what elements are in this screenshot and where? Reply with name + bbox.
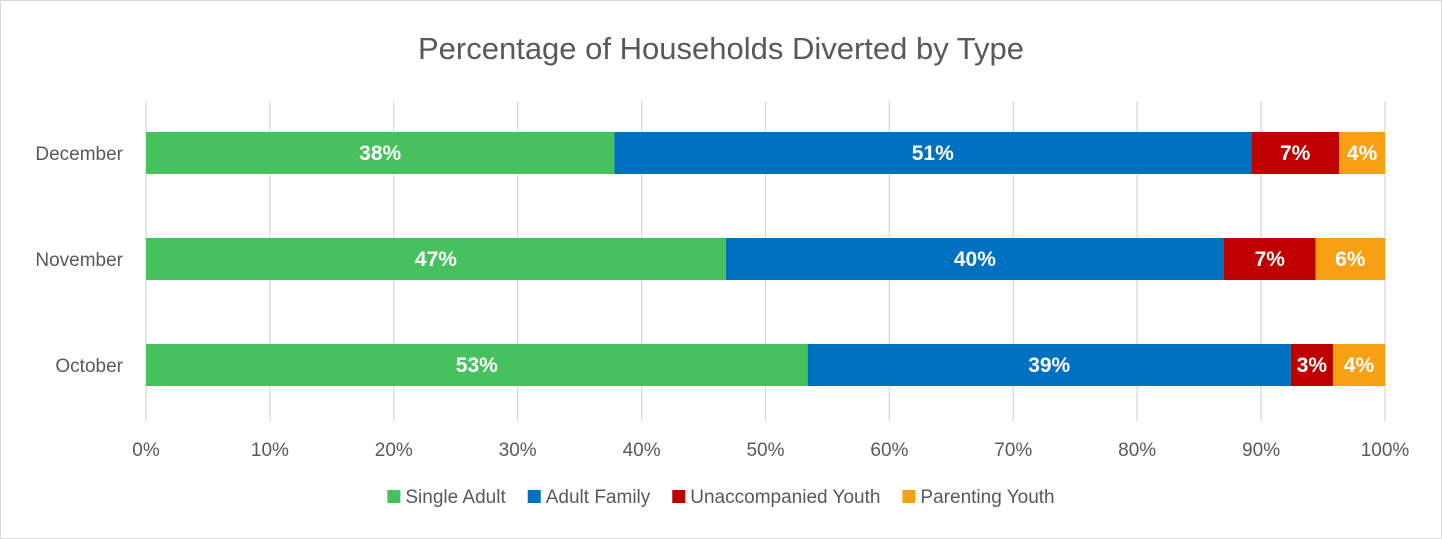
x-tick-label: 30%: [499, 440, 537, 461]
x-tick-label: 70%: [994, 440, 1032, 461]
legend-swatch: [902, 490, 916, 503]
x-tick-label: 10%: [251, 440, 289, 461]
bar-data-label: 47%: [415, 248, 457, 271]
category-label: October: [55, 356, 123, 377]
x-tick-label: 40%: [623, 440, 661, 461]
bar-segment: [146, 344, 808, 386]
legend-label: Unaccompanied Youth: [690, 487, 880, 508]
legend-swatch: [527, 490, 541, 503]
bar-segment: [1339, 132, 1385, 174]
bar-segment: [614, 132, 1252, 174]
bar-segment: [1251, 132, 1340, 174]
bar-segment: [807, 344, 1291, 386]
bar-data-label: 38%: [359, 142, 401, 165]
category-label: December: [35, 144, 123, 165]
x-tick-label: 20%: [375, 440, 413, 461]
bar-data-label: 4%: [1347, 142, 1378, 165]
data-labels: 38% 51% 7% 4% 47% 40% 7% 6% 53% 39% 3% 4%: [359, 142, 1377, 377]
bar-data-label: 39%: [1028, 354, 1070, 377]
bar-segment: [146, 132, 615, 174]
bar-segment: [1223, 238, 1316, 280]
legend-item: Parenting Youth: [902, 487, 1055, 508]
category-label: November: [35, 250, 123, 271]
category-axis: December November October: [35, 144, 123, 377]
bar-data-label: 7%: [1255, 248, 1286, 271]
x-tick-label: 80%: [1118, 440, 1156, 461]
value-axis: 0% 10% 20% 30% 40% 50% 60% 70% 80% 90% 100%: [132, 440, 1409, 461]
legend-item: Adult Family: [527, 487, 651, 508]
chart-title: Percentage of Households Diverted by Typ…: [418, 31, 1024, 66]
legend-swatch: [672, 490, 686, 503]
bar-segment: [1332, 344, 1385, 386]
bar-segment: [1315, 238, 1385, 280]
bar-data-label: 7%: [1280, 142, 1311, 165]
bar-segment: [146, 238, 726, 280]
bars: [146, 132, 1385, 386]
legend-label: Parenting Youth: [920, 487, 1054, 508]
legend-label: Single Adult: [405, 487, 506, 508]
bar-data-label: 4%: [1344, 354, 1375, 377]
bar-data-label: 6%: [1335, 248, 1366, 271]
x-tick-label: 0%: [132, 440, 160, 461]
bar-segment: [1290, 344, 1333, 386]
bar-data-label: 40%: [954, 248, 996, 271]
legend: Single Adult Adult Family Unaccompanied Yo…: [387, 487, 1055, 508]
legend-label: Adult Family: [546, 487, 651, 508]
bar-data-label: 51%: [912, 142, 954, 165]
legend-item: Unaccompanied Youth: [672, 487, 880, 508]
x-tick-label: 90%: [1242, 440, 1280, 461]
x-tick-label: 60%: [870, 440, 908, 461]
x-tick-label: 100%: [1361, 440, 1410, 461]
legend-swatch: [387, 490, 401, 503]
x-tick-label: 50%: [746, 440, 784, 461]
bar-segment: [725, 238, 1224, 280]
legend-item: Single Adult: [387, 487, 506, 508]
bar-data-label: 53%: [456, 354, 498, 377]
bar-data-label: 3%: [1297, 354, 1328, 377]
